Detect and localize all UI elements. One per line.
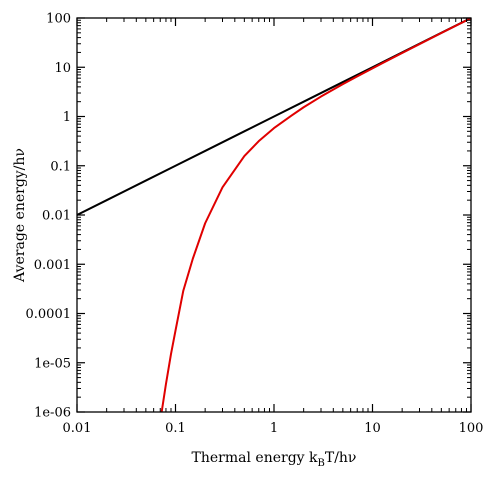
y-tick-label: 10 (54, 61, 71, 76)
y-tick-label: 1e-05 (34, 356, 71, 371)
plot-lines (77, 18, 471, 412)
y-tick-label: 0.01 (42, 209, 71, 224)
x-tick-label: 10 (364, 421, 381, 436)
y-axis-label: Average energy/hν (12, 148, 28, 283)
y-tick-label: 0.0001 (26, 307, 72, 322)
y-tick-label: 100 (46, 12, 71, 27)
series-line-2 (160, 18, 471, 412)
y-axis-ticks: 1e-06 1e-05 0.0001 0.001 0.01 0.1 1 10 100 (26, 12, 471, 421)
y-tick-label: 0.1 (50, 159, 71, 174)
x-tick-label: 100 (459, 421, 484, 436)
x-tick-label: 0.01 (63, 421, 92, 436)
x-axis-label: Thermal energy kBT/hν (192, 450, 357, 469)
y-tick-label: 1e-06 (34, 406, 71, 421)
x-axis-ticks: 0.01 0.1 1 10 100 (63, 18, 484, 436)
y-tick-label: 0.001 (34, 258, 71, 273)
plot-frame (76, 17, 472, 413)
x-tick-label: 1 (270, 421, 278, 436)
y-tick-label: 1 (63, 110, 71, 125)
x-tick-label: 0.1 (165, 421, 186, 436)
